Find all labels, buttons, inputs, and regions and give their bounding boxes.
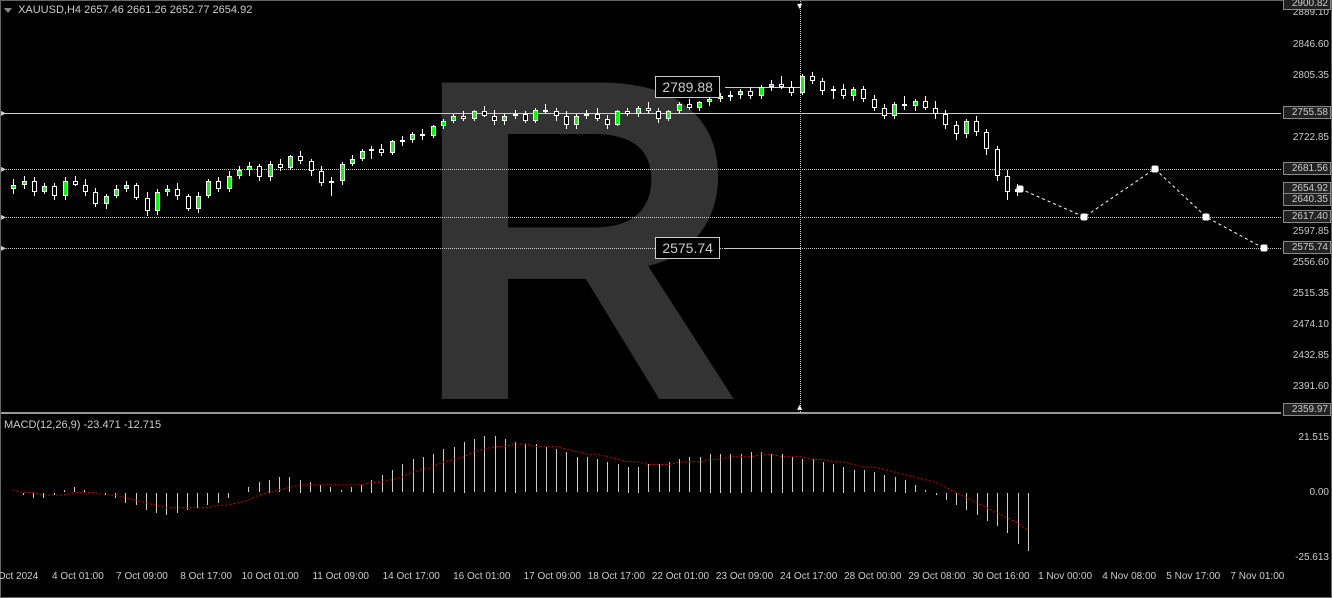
x-tick: 1 Nov 00:00 bbox=[1038, 571, 1092, 582]
y-tick: 2432.85 bbox=[1283, 350, 1329, 361]
macd-values: -23.471 -12.715 bbox=[83, 419, 161, 431]
forecast-point[interactable] bbox=[1017, 185, 1024, 192]
x-tick: 11 Oct 09:00 bbox=[312, 571, 369, 582]
y-tick: 2846.60 bbox=[1283, 39, 1329, 50]
ticker-info[interactable]: XAUUSD,H4 2657.46 2661.26 2652.77 2654.9… bbox=[4, 4, 252, 16]
y-tick: 2515.35 bbox=[1283, 288, 1329, 299]
candlesticks bbox=[1, 1, 1281, 412]
y-tick: 2597.85 bbox=[1283, 226, 1329, 237]
macd-name: MACD(12,26,9) bbox=[4, 419, 80, 431]
x-tick: 10 Oct 01:00 bbox=[242, 571, 299, 582]
y-level-box: 2755.58 bbox=[1283, 106, 1331, 119]
vline-top-arrow-icon: ▾ bbox=[797, 1, 802, 12]
forecast-point[interactable] bbox=[1151, 165, 1158, 172]
y-tick: 2805.35 bbox=[1283, 70, 1329, 81]
forecast-point[interactable] bbox=[1260, 245, 1267, 252]
y-level-box: 2640.35 bbox=[1283, 193, 1331, 206]
x-tick: 23 Oct 09:00 bbox=[716, 571, 773, 582]
y-tick: 2391.60 bbox=[1283, 381, 1329, 392]
macd-signal-line bbox=[1, 416, 1283, 569]
macd-indicator-panel[interactable]: MACD(12,26,9) -23.471 -12.715 bbox=[1, 416, 1281, 567]
y-level-box: 2575.74 bbox=[1283, 241, 1331, 254]
vline-bottom-arrow-icon: ▴ bbox=[797, 402, 802, 413]
time-x-axis: 2 Oct 2024 4 Oct 01:00 7 Oct 09:00 8 Oct 17… bbox=[1, 567, 1281, 597]
x-tick: 22 Oct 01:00 bbox=[652, 571, 709, 582]
ticker-symbol: XAUUSD,H4 bbox=[18, 4, 81, 16]
x-tick: 30 Oct 16:00 bbox=[972, 571, 1029, 582]
y-level-box: 2359.97 bbox=[1283, 403, 1331, 416]
x-tick: 14 Oct 17:00 bbox=[383, 571, 440, 582]
x-tick: 18 Oct 17:00 bbox=[588, 571, 645, 582]
x-tick: 17 Oct 09:00 bbox=[524, 571, 581, 582]
macd-y-tick: 21.515 bbox=[1283, 432, 1329, 443]
y-level-box: 2900.82 bbox=[1283, 0, 1331, 10]
x-tick: 7 Oct 09:00 bbox=[116, 571, 168, 582]
y-tick: 2722.85 bbox=[1283, 132, 1329, 143]
y-level-box: 2681.56 bbox=[1283, 162, 1331, 175]
x-tick: 4 Nov 08:00 bbox=[1102, 571, 1156, 582]
x-tick: 16 Oct 01:00 bbox=[453, 571, 510, 582]
macd-y-tick: -25.613 bbox=[1283, 552, 1329, 563]
x-tick: 2 Oct 2024 bbox=[0, 571, 38, 582]
x-tick: 4 Oct 01:00 bbox=[52, 571, 104, 582]
macd-info: MACD(12,26,9) -23.471 -12.715 bbox=[4, 419, 161, 431]
price-label[interactable]: 2575.74 bbox=[655, 237, 720, 259]
forecast-point[interactable] bbox=[1203, 213, 1210, 220]
price-y-axis: 2889.102846.602805.352722.852597.852556.… bbox=[1281, 1, 1331, 414]
forecast-point[interactable] bbox=[1081, 213, 1088, 220]
x-tick: 28 Oct 00:00 bbox=[844, 571, 901, 582]
y-tick: 2556.60 bbox=[1283, 257, 1329, 268]
macd-y-tick: 0.00 bbox=[1283, 487, 1329, 498]
macd-y-axis: 21.515 0.00 -25.613 bbox=[1281, 416, 1331, 567]
x-tick: 5 Nov 17:00 bbox=[1166, 571, 1220, 582]
x-tick: 7 Nov 01:00 bbox=[1230, 571, 1284, 582]
x-tick: 24 Oct 17:00 bbox=[780, 571, 837, 582]
y-tick: 2474.10 bbox=[1283, 319, 1329, 330]
x-tick: 8 Oct 17:00 bbox=[180, 571, 232, 582]
price-label[interactable]: 2789.88 bbox=[655, 76, 720, 98]
dropdown-arrow-icon[interactable] bbox=[4, 8, 12, 13]
y-level-box: 2617.40 bbox=[1283, 210, 1331, 223]
trading-chart-window: R XAUUSD,H4 2657.46 2661.26 2652.77 2654… bbox=[0, 0, 1332, 598]
x-tick: 29 Oct 08:00 bbox=[908, 571, 965, 582]
ticker-ohlc: 2657.46 2661.26 2652.77 2654.92 bbox=[84, 4, 252, 16]
price-chart-panel[interactable]: XAUUSD,H4 2657.46 2661.26 2652.77 2654.9… bbox=[1, 1, 1281, 414]
